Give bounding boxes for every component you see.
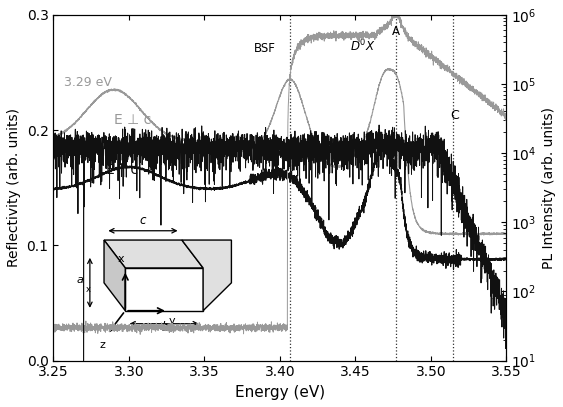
Text: A: A [392, 26, 400, 39]
Text: $D^0X$: $D^0X$ [350, 38, 376, 55]
Y-axis label: PL Intensity (arb. units): PL Intensity (arb. units) [542, 107, 556, 269]
Text: E ∥ c: E ∥ c [106, 163, 138, 177]
Text: 3.29 eV: 3.29 eV [64, 76, 112, 89]
X-axis label: Energy (eV): Energy (eV) [235, 385, 325, 400]
Text: C: C [450, 109, 459, 122]
Y-axis label: Reflectivity (arb. units): Reflectivity (arb. units) [7, 108, 21, 267]
Text: BSF: BSF [254, 42, 276, 55]
Text: E ⊥ c: E ⊥ c [114, 113, 151, 127]
